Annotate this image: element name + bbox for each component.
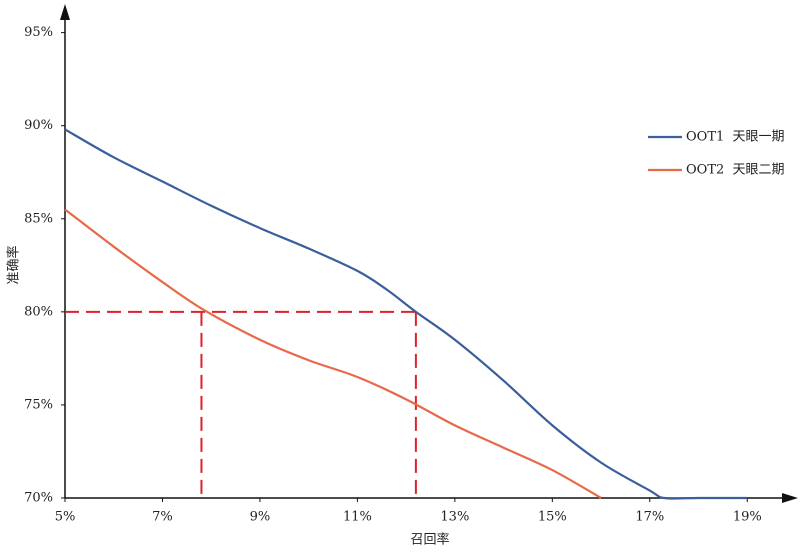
x-tick-label: 11% (343, 510, 372, 525)
x-arrow (782, 493, 798, 503)
series-line (64, 128, 748, 500)
series-line (64, 208, 602, 499)
x-tick-label: 17% (635, 510, 664, 525)
x-tick-label: 9% (250, 510, 271, 525)
legend-label: OOT2 天眼二期 (686, 163, 785, 178)
y-tick-label: 75% (24, 397, 53, 412)
y-tick-label: 85% (24, 211, 53, 226)
x-axis-label: 召回率 (410, 532, 449, 548)
x-tick-label: 5% (55, 510, 76, 525)
x-tick-label: 19% (733, 510, 762, 525)
x-tick-label: 15% (538, 510, 567, 525)
y-tick-label: 95% (24, 25, 53, 40)
y-tick-label: 80% (24, 304, 53, 319)
y-tick-label: 90% (24, 118, 53, 133)
y-axis-label: 准确率 (6, 245, 22, 284)
legend-label: OOT1 天眼一期 (686, 130, 785, 145)
x-tick-label: 7% (152, 510, 173, 525)
y-tick-label: 70% (24, 491, 53, 506)
y-arrow (60, 4, 70, 20)
x-tick-label: 13% (440, 510, 469, 525)
